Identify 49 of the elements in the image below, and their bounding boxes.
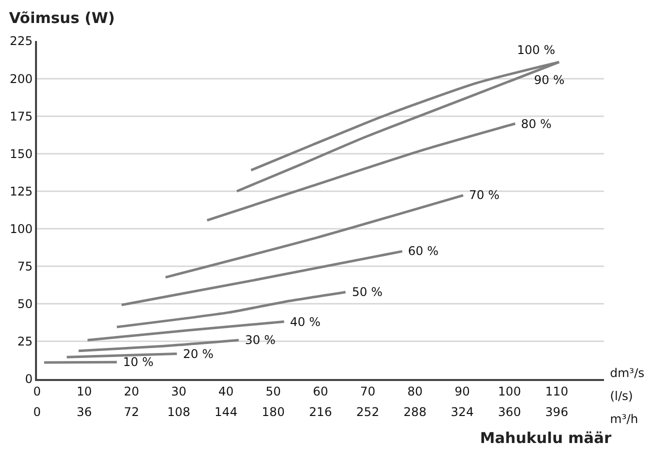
- x2-tick-label: 288: [404, 405, 426, 419]
- y-tick-label: 225: [10, 34, 33, 48]
- y-tick-label: 0: [24, 372, 33, 386]
- y-tick-label: 25: [17, 334, 33, 349]
- y-tick-label: 100: [10, 222, 33, 236]
- text: (l/s): [610, 389, 633, 403]
- x2-tick-label: 180: [262, 405, 285, 419]
- x-tick-label: 70: [360, 384, 376, 398]
- x-tick-label: 50: [266, 384, 281, 398]
- x-tick-label: 30: [171, 384, 186, 398]
- x-tick-label: 90: [454, 384, 470, 398]
- y-tick-label: 150: [10, 146, 33, 161]
- x-tick-label: 20: [124, 384, 140, 398]
- y-tick-label: 175: [10, 109, 33, 124]
- series-label: 70 %: [469, 188, 500, 202]
- series-label: 60 %: [408, 244, 438, 258]
- y-tick-label: 125: [10, 184, 33, 198]
- x-tick-label: 80: [407, 384, 423, 398]
- x2-tick-label: 252: [356, 405, 380, 419]
- y-tick-label: 75: [17, 260, 33, 274]
- series-label: 50 %: [352, 285, 382, 299]
- text: m³/h: [610, 412, 638, 426]
- series-label: 30 %: [245, 333, 276, 347]
- series-label: 40 %: [290, 315, 320, 329]
- x2-tick-label: 36: [76, 405, 92, 419]
- text: dm³/s: [610, 366, 644, 380]
- y-tick-label: 200: [10, 72, 33, 86]
- series-label: 20 %: [183, 347, 214, 361]
- x-tick-label: 100: [498, 384, 521, 398]
- series-label: 90 %: [534, 73, 564, 87]
- x2-tick-label: 324: [450, 405, 474, 419]
- y-tick-label: 50: [17, 297, 33, 312]
- x-tick-label: 60: [312, 384, 328, 398]
- x2-tick-label: 72: [124, 405, 140, 419]
- series-label: 10 %: [123, 355, 154, 369]
- series-label: 100 %: [517, 43, 556, 57]
- x-axis-title: Mahukulu määr: [480, 429, 612, 447]
- x2-tick-label: 144: [214, 405, 238, 419]
- x-tick-label: 40: [218, 384, 234, 398]
- x2-tick-label: 360: [498, 405, 521, 419]
- x2-tick-label: 396: [545, 405, 568, 419]
- y-axis-title: Võimsus (W): [9, 9, 115, 27]
- x-tick-label: 10: [76, 384, 92, 398]
- series-label: 80 %: [521, 117, 552, 131]
- line-series: [116, 290, 347, 328]
- x-tick-label: 110: [545, 384, 568, 398]
- x2-tick-label: 216: [309, 405, 332, 419]
- line-series: [206, 122, 516, 222]
- x2-tick-label: 108: [167, 405, 190, 419]
